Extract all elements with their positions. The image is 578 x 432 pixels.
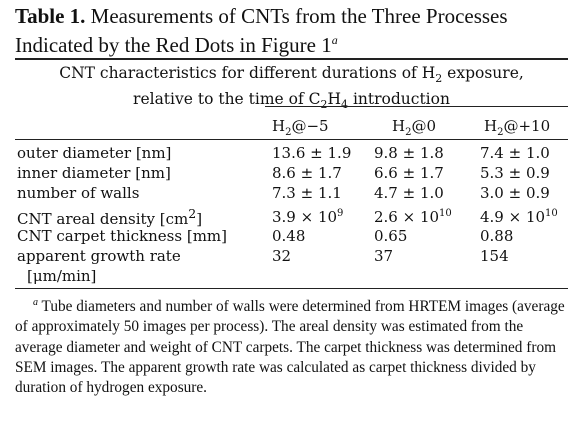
row-sup: 2 bbox=[188, 206, 197, 221]
cell-areal-density-h2-p10: 4.9 × 1010 bbox=[480, 204, 558, 227]
table-footnote: a Tube diameters and number of walls wer… bbox=[15, 293, 568, 399]
span-text: relative to the time of C bbox=[133, 90, 321, 109]
caption-text: Measurements of CNTs from the Three Proc… bbox=[15, 4, 508, 57]
cell-growth-rate-h2-p10: 154 bbox=[480, 247, 509, 265]
col-sub: 2 bbox=[285, 127, 292, 138]
cell-walls-h2-p10: 3.0 ± 0.9 bbox=[480, 184, 550, 202]
col-text: @0 bbox=[411, 117, 437, 135]
cell-thickness-h2-m5: 0.48 bbox=[272, 227, 306, 245]
span-text: introduction bbox=[348, 90, 450, 109]
row-label-carpet-thickness: CNT carpet thickness [mm] bbox=[17, 227, 227, 245]
span-text: exposure, bbox=[442, 64, 524, 82]
caption-footnote-mark: a bbox=[331, 33, 338, 47]
bottom-rule bbox=[15, 288, 568, 289]
row-label-areal-density: CNT areal density [cm2] bbox=[17, 204, 202, 229]
spanning-header: CNT characteristics for different durati… bbox=[15, 63, 568, 115]
cell-thickness-h2-0: 0.65 bbox=[374, 227, 408, 245]
cell-areal-density-h2-0: 2.6 × 1010 bbox=[374, 204, 452, 227]
cell-outer-diameter-h2-m5: 13.6 ± 1.9 bbox=[272, 144, 352, 162]
cell-inner-diameter-h2-p10: 5.3 ± 0.9 bbox=[480, 164, 550, 182]
col-text: @+10 bbox=[503, 117, 551, 135]
column-header-3: H2@+10 bbox=[484, 117, 550, 142]
row-text: CNT areal density [cm bbox=[17, 210, 189, 228]
spanning-header-line-2: relative to the time of C2H4 introductio… bbox=[15, 89, 568, 115]
table-label: Table 1. bbox=[15, 4, 86, 28]
cell-base: 4.9 × 10 bbox=[480, 208, 546, 226]
header-rule bbox=[15, 139, 568, 140]
cell-exp: 10 bbox=[439, 208, 452, 219]
row-label-growth-rate-unit: [μm/min] bbox=[27, 267, 97, 285]
row-label-growth-rate: apparent growth rate bbox=[17, 247, 181, 265]
cell-walls-h2-m5: 7.3 ± 1.1 bbox=[272, 184, 342, 202]
row-text: ] bbox=[196, 210, 203, 228]
column-header-2: H2@0 bbox=[392, 117, 436, 142]
cell-areal-density-h2-m5: 3.9 × 109 bbox=[272, 204, 343, 227]
span-sub: 4 bbox=[341, 98, 349, 112]
cell-base: 3.9 × 10 bbox=[272, 208, 338, 226]
row-label-inner-diameter: inner diameter [nm] bbox=[17, 164, 171, 182]
cell-outer-diameter-h2-p10: 7.4 ± 1.0 bbox=[480, 144, 550, 162]
table-caption: Table 1. Measurements of CNTs from the T… bbox=[15, 4, 570, 57]
cell-outer-diameter-h2-0: 9.8 ± 1.8 bbox=[374, 144, 444, 162]
col-text: H bbox=[272, 117, 286, 135]
footnote-mark: a bbox=[33, 297, 38, 308]
cell-exp: 10 bbox=[545, 208, 558, 219]
cell-inner-diameter-h2-0: 6.6 ± 1.7 bbox=[374, 164, 444, 182]
footnote-text: Tube diameters and number of walls were … bbox=[15, 298, 565, 397]
col-sub: 2 bbox=[497, 127, 504, 138]
col-text: H bbox=[484, 117, 498, 135]
cell-inner-diameter-h2-m5: 8.6 ± 1.7 bbox=[272, 164, 342, 182]
cell-exp: 9 bbox=[337, 208, 344, 219]
column-header-1: H2@−5 bbox=[272, 117, 329, 142]
top-rule bbox=[15, 58, 568, 60]
cell-thickness-h2-p10: 0.88 bbox=[480, 227, 514, 245]
cell-growth-rate-h2-0: 37 bbox=[374, 247, 394, 265]
span-sub: 2 bbox=[320, 98, 328, 112]
span-text: CNT characteristics for different durati… bbox=[59, 64, 436, 82]
spanning-header-line-1: CNT characteristics for different durati… bbox=[15, 63, 568, 89]
span-sub: 2 bbox=[435, 72, 443, 86]
col-text: H bbox=[392, 117, 406, 135]
cell-growth-rate-h2-m5: 32 bbox=[272, 247, 292, 265]
row-label-outer-diameter: outer diameter [nm] bbox=[17, 144, 172, 162]
cell-walls-h2-0: 4.7 ± 1.0 bbox=[374, 184, 444, 202]
col-text: @−5 bbox=[291, 117, 329, 135]
row-label-number-of-walls: number of walls bbox=[17, 184, 140, 202]
column-group-rule bbox=[265, 106, 568, 107]
span-text: H bbox=[327, 90, 342, 109]
col-sub: 2 bbox=[405, 127, 412, 138]
cell-base: 2.6 × 10 bbox=[374, 208, 440, 226]
